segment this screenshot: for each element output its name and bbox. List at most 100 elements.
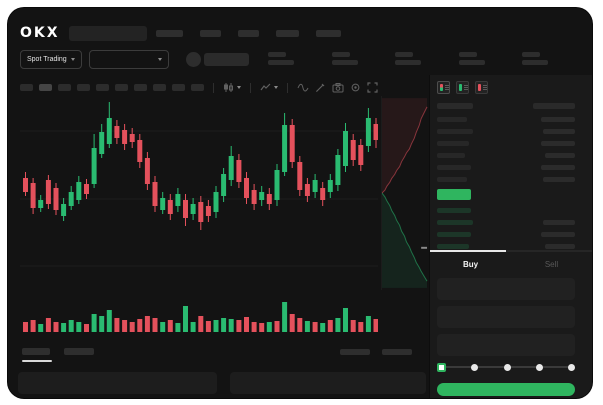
book-bids-icon[interactable] — [456, 81, 469, 94]
orderbook-ask-row[interactable] — [437, 129, 575, 134]
ask-price-placeholder — [437, 129, 473, 134]
slider-stop[interactable] — [535, 363, 543, 371]
tab-label-placeholder — [22, 348, 50, 355]
bid-price-placeholder — [437, 232, 471, 237]
orderbook-ask-row[interactable] — [437, 153, 575, 158]
volume-chart — [23, 302, 378, 332]
nav-item-placeholder[interactable] — [315, 29, 341, 37]
ask-price-placeholder — [437, 141, 469, 146]
nav-item-placeholder[interactable] — [155, 29, 183, 37]
order-form-field[interactable] — [437, 278, 575, 300]
bottom-tab[interactable] — [64, 348, 94, 355]
order-form-field[interactable] — [437, 306, 575, 328]
ask-rows — [437, 117, 575, 182]
line-style-button[interactable] — [297, 82, 309, 93]
toolbar-divider — [250, 82, 251, 93]
trade-tabs: Buy Sell — [430, 255, 592, 273]
interval-button[interactable] — [39, 84, 52, 91]
orderbook-ask-row[interactable] — [437, 117, 575, 122]
ask-price-placeholder — [437, 165, 471, 170]
candle-type-icon — [224, 83, 233, 92]
orderbook-bid-row[interactable] — [437, 220, 575, 225]
bottom-panel-left — [18, 372, 217, 394]
bottom-tab-active[interactable] — [22, 348, 52, 362]
nav-item-placeholder[interactable] — [237, 29, 259, 37]
coin-icon — [185, 52, 201, 67]
ask-price-placeholder — [437, 153, 465, 158]
ask-price-placeholder — [437, 177, 467, 182]
slider-stop[interactable] — [471, 363, 479, 371]
okx-logo[interactable]: OKX — [20, 25, 60, 41]
ticker-stat — [522, 52, 548, 65]
settings-icon — [351, 83, 360, 92]
orderbook-ask-row[interactable] — [437, 141, 575, 146]
ticker-stat — [331, 52, 358, 65]
spot-trading-selector[interactable]: Spot Trading — [20, 50, 82, 69]
interval-button[interactable] — [115, 84, 128, 91]
tab-buy[interactable]: Buy — [462, 259, 479, 269]
ask-amount-placeholder — [545, 153, 575, 158]
pair-dropdown[interactable] — [88, 50, 169, 69]
orderbook-ask-row[interactable] — [437, 177, 575, 182]
last-price-badge[interactable] — [437, 189, 471, 200]
interval-button[interactable] — [77, 84, 90, 91]
chevron-down-icon — [237, 86, 241, 89]
ticker-stat — [268, 52, 294, 65]
screenshot-button[interactable] — [332, 82, 344, 93]
ask-amount-placeholder — [543, 129, 575, 134]
orderbook-bid-row[interactable] — [437, 232, 575, 237]
slider-stop[interactable] — [568, 363, 575, 371]
bottom-panel-right — [230, 372, 426, 394]
bottom-link-placeholder[interactable] — [382, 349, 412, 355]
chevron-down-icon — [274, 86, 278, 89]
bid-rows — [437, 208, 575, 249]
interval-button[interactable] — [191, 84, 204, 91]
interval-button[interactable] — [20, 84, 33, 91]
book-asks-icon[interactable] — [475, 81, 488, 94]
stat-label-placeholder — [331, 52, 350, 57]
orderbook-header — [437, 103, 575, 109]
interval-button[interactable] — [58, 84, 71, 91]
ask-amount-placeholder — [541, 141, 575, 146]
top-nav — [155, 29, 341, 37]
orderbook-bid-row[interactable] — [437, 244, 575, 249]
indicator-selector[interactable] — [260, 82, 278, 93]
nav-item-placeholder[interactable] — [199, 29, 221, 37]
bid-amount-placeholder — [545, 244, 575, 249]
fullscreen-button[interactable] — [367, 82, 378, 93]
tab-sell[interactable]: Sell — [544, 259, 559, 269]
orderbook-bid-row[interactable] — [437, 208, 575, 213]
slider-stop[interactable] — [437, 362, 446, 372]
order-form-field[interactable] — [437, 334, 575, 356]
interval-button[interactable] — [134, 84, 147, 91]
ask-amount-placeholder — [541, 117, 575, 122]
amount-slider[interactable] — [437, 362, 575, 372]
candle-type-selector[interactable] — [223, 82, 241, 93]
top-header: OKX — [20, 20, 576, 46]
bid-price-placeholder — [437, 220, 473, 225]
interval-button[interactable] — [153, 84, 166, 91]
slider-stop[interactable] — [503, 363, 511, 371]
pair-name-placeholder — [203, 53, 249, 66]
bid-amount-placeholder — [543, 220, 575, 225]
chart-settings-button[interactable] — [350, 82, 361, 93]
draw-tool-button[interactable] — [315, 82, 326, 93]
orderbook — [437, 81, 575, 256]
nav-item-placeholder[interactable] — [275, 29, 299, 37]
ask-amount-placeholder — [543, 177, 575, 182]
candlestick-chart[interactable] — [20, 96, 378, 290]
toolbar-divider — [287, 82, 288, 93]
stat-value-placeholder — [522, 60, 548, 65]
interval-button[interactable] — [96, 84, 109, 91]
indicator-icon — [260, 83, 271, 91]
book-combined-icon[interactable] — [437, 81, 450, 94]
bid-amount-placeholder — [541, 232, 575, 237]
interval-button[interactable] — [172, 84, 185, 91]
bid-price-placeholder — [437, 244, 469, 249]
orderbook-ask-row[interactable] — [437, 165, 575, 170]
depth-overlay — [381, 96, 428, 290]
buy-submit-button[interactable] — [437, 383, 575, 396]
bottom-link-placeholder[interactable] — [340, 349, 370, 355]
stat-label-placeholder — [268, 52, 286, 57]
search-input[interactable] — [68, 25, 147, 41]
